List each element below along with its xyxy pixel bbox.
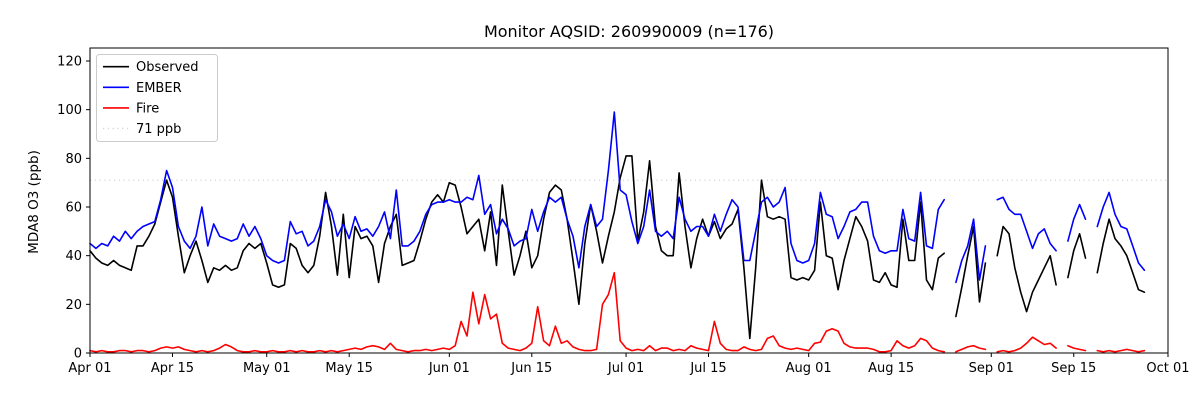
x-tick-label: Aug 15 <box>868 361 914 376</box>
legend-label: EMBER <box>136 81 182 96</box>
chart-title: Monitor AQSID: 260990009 (n=176) <box>484 22 774 41</box>
x-tick-label: Jun 01 <box>428 361 470 376</box>
series-line-fire <box>89 271 1146 353</box>
axes-frame <box>89 47 1169 354</box>
series-line-observed <box>89 155 1146 340</box>
x-tick-label: Apr 15 <box>151 361 194 376</box>
y-tick-label: 20 <box>65 298 82 313</box>
x-tick-label: Jul 15 <box>689 361 726 376</box>
series-line-ember <box>89 111 1146 284</box>
y-tick-label: 40 <box>65 249 82 264</box>
legend-label: Observed <box>136 60 199 75</box>
x-tick-label: Aug 01 <box>786 361 832 376</box>
y-tick-label: 120 <box>57 55 82 70</box>
x-tick-label: Oct 01 <box>1146 361 1189 376</box>
x-tick-label: Jul 01 <box>607 361 644 376</box>
x-tick-label: Sep 15 <box>1051 361 1096 376</box>
y-tick-label: 0 <box>74 347 82 362</box>
legend-label: 71 ppb <box>136 122 181 137</box>
x-tick-label: Jun 15 <box>510 361 552 376</box>
y-axis-label: MDA8 O3 (ppb) <box>26 150 42 254</box>
y-tick-label: 100 <box>57 103 82 118</box>
x-tick-label: Apr 01 <box>68 361 111 376</box>
y-tick-label: 80 <box>65 152 82 167</box>
legend-box <box>96 54 218 142</box>
x-tick-label: Sep 01 <box>969 361 1014 376</box>
x-tick-label: May 15 <box>325 361 373 376</box>
x-tick-label: May 01 <box>243 361 291 376</box>
y-tick-label: 60 <box>65 201 82 216</box>
legend-label: Fire <box>136 101 159 116</box>
